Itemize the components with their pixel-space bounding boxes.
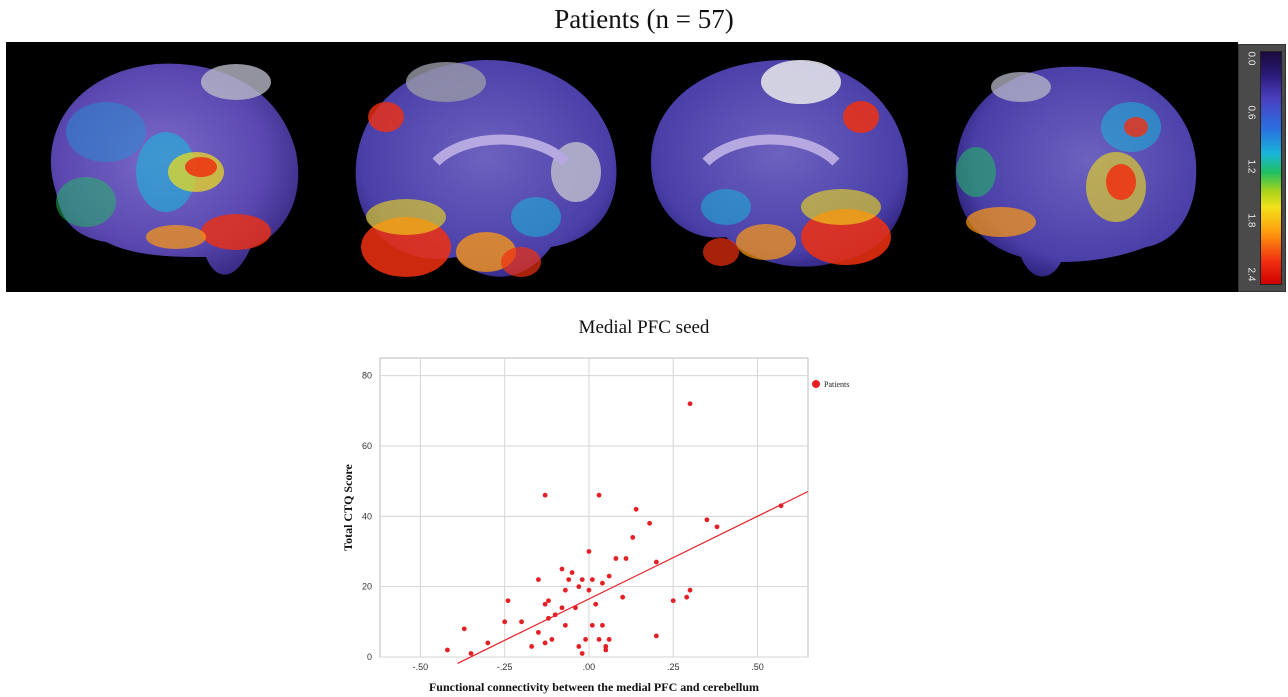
data-point <box>535 629 541 635</box>
data-point <box>505 598 511 604</box>
data-point <box>576 644 582 649</box>
data-point <box>620 594 626 600</box>
data-point <box>552 612 558 618</box>
data-point <box>653 633 659 639</box>
data-point <box>519 619 524 625</box>
data-point <box>589 622 595 628</box>
colorbar-tick: 2.4 <box>1245 267 1257 282</box>
legend-label: Patients <box>824 380 849 389</box>
colorbar-tick: 0.0 <box>1245 51 1257 66</box>
x-tick-label: .50 <box>751 662 764 672</box>
data-point <box>596 492 602 498</box>
data-point <box>687 401 693 407</box>
data-point <box>633 506 639 512</box>
x-tick-label: -.25 <box>497 662 513 672</box>
data-point <box>687 587 693 593</box>
colorbar-tick: 1.8 <box>1245 213 1257 228</box>
data-point <box>579 651 585 656</box>
y-tick-label: 80 <box>362 371 372 381</box>
data-point <box>569 570 575 575</box>
data-point <box>593 601 599 607</box>
regression-line <box>457 490 809 664</box>
colorbar-tick: 0.6 <box>1245 105 1257 120</box>
data-point <box>613 556 619 561</box>
data-point <box>579 577 585 583</box>
x-tick-label: .00 <box>583 662 596 672</box>
data-point <box>566 577 572 583</box>
data-point <box>606 573 612 579</box>
data-point <box>546 615 551 621</box>
data-point <box>596 637 602 642</box>
data-point <box>778 503 784 509</box>
data-point <box>502 619 508 625</box>
data-point <box>600 580 605 586</box>
data-point <box>623 556 629 561</box>
data-point <box>603 647 609 653</box>
legend-marker <box>812 380 820 388</box>
brain-medial-left-image <box>651 60 908 267</box>
data-point <box>573 605 578 611</box>
data-point <box>559 566 565 572</box>
y-tick-label: 40 <box>362 511 372 521</box>
data-point <box>647 520 653 526</box>
data-point <box>562 587 568 593</box>
y-axis-label: Total CTQ Score <box>341 463 355 550</box>
data-point <box>542 492 548 498</box>
figure-title: Patients (n = 57) <box>554 4 734 34</box>
y-tick-label: 20 <box>362 582 372 592</box>
brain-lateral-left-image <box>50 63 299 275</box>
data-point <box>630 535 636 540</box>
brain-surface-panel <box>6 42 1238 292</box>
chart-title: Medial PFC seed <box>578 317 710 338</box>
data-point <box>559 605 565 611</box>
data-point <box>529 644 535 649</box>
data-point <box>461 626 467 632</box>
data-point <box>586 549 592 554</box>
data-point <box>684 594 690 600</box>
color-scale-ramp <box>1260 51 1282 285</box>
data-point <box>586 587 592 593</box>
data-point <box>542 640 548 646</box>
brain-lateral-right-image <box>955 66 1197 277</box>
data-point <box>485 640 491 646</box>
data-point <box>653 559 659 565</box>
data-point <box>670 598 676 604</box>
brain-medial-right-image <box>355 60 617 277</box>
data-point <box>549 637 555 642</box>
x-axis-label: Functional connectivity between the medi… <box>429 680 759 694</box>
data-point <box>583 637 588 642</box>
data-point <box>714 524 720 530</box>
data-point <box>704 517 710 523</box>
data-point <box>445 647 450 653</box>
data-point <box>576 584 582 590</box>
x-tick-label: -.50 <box>413 662 429 672</box>
data-point <box>546 598 551 604</box>
x-tick-label: .25 <box>667 662 680 672</box>
data-point <box>542 601 548 607</box>
colorbar-tick: 1.2 <box>1245 159 1257 174</box>
color-scale-bar: 0.0 0.6 1.2 1.8 2.4 <box>1238 44 1286 292</box>
data-point <box>468 651 474 656</box>
data-point <box>606 637 612 642</box>
plot-area <box>379 357 809 658</box>
y-tick-label: 0 <box>367 652 372 662</box>
data-point <box>562 622 568 628</box>
data-point <box>600 622 605 628</box>
data-point <box>589 577 595 583</box>
data-point <box>603 644 609 649</box>
data-point <box>535 577 541 583</box>
y-tick-label: 60 <box>362 441 372 451</box>
scatter-plot: -.50 -.25 .00 .25 .50 0 20 40 60 80 Patients Functi… <box>341 357 849 694</box>
